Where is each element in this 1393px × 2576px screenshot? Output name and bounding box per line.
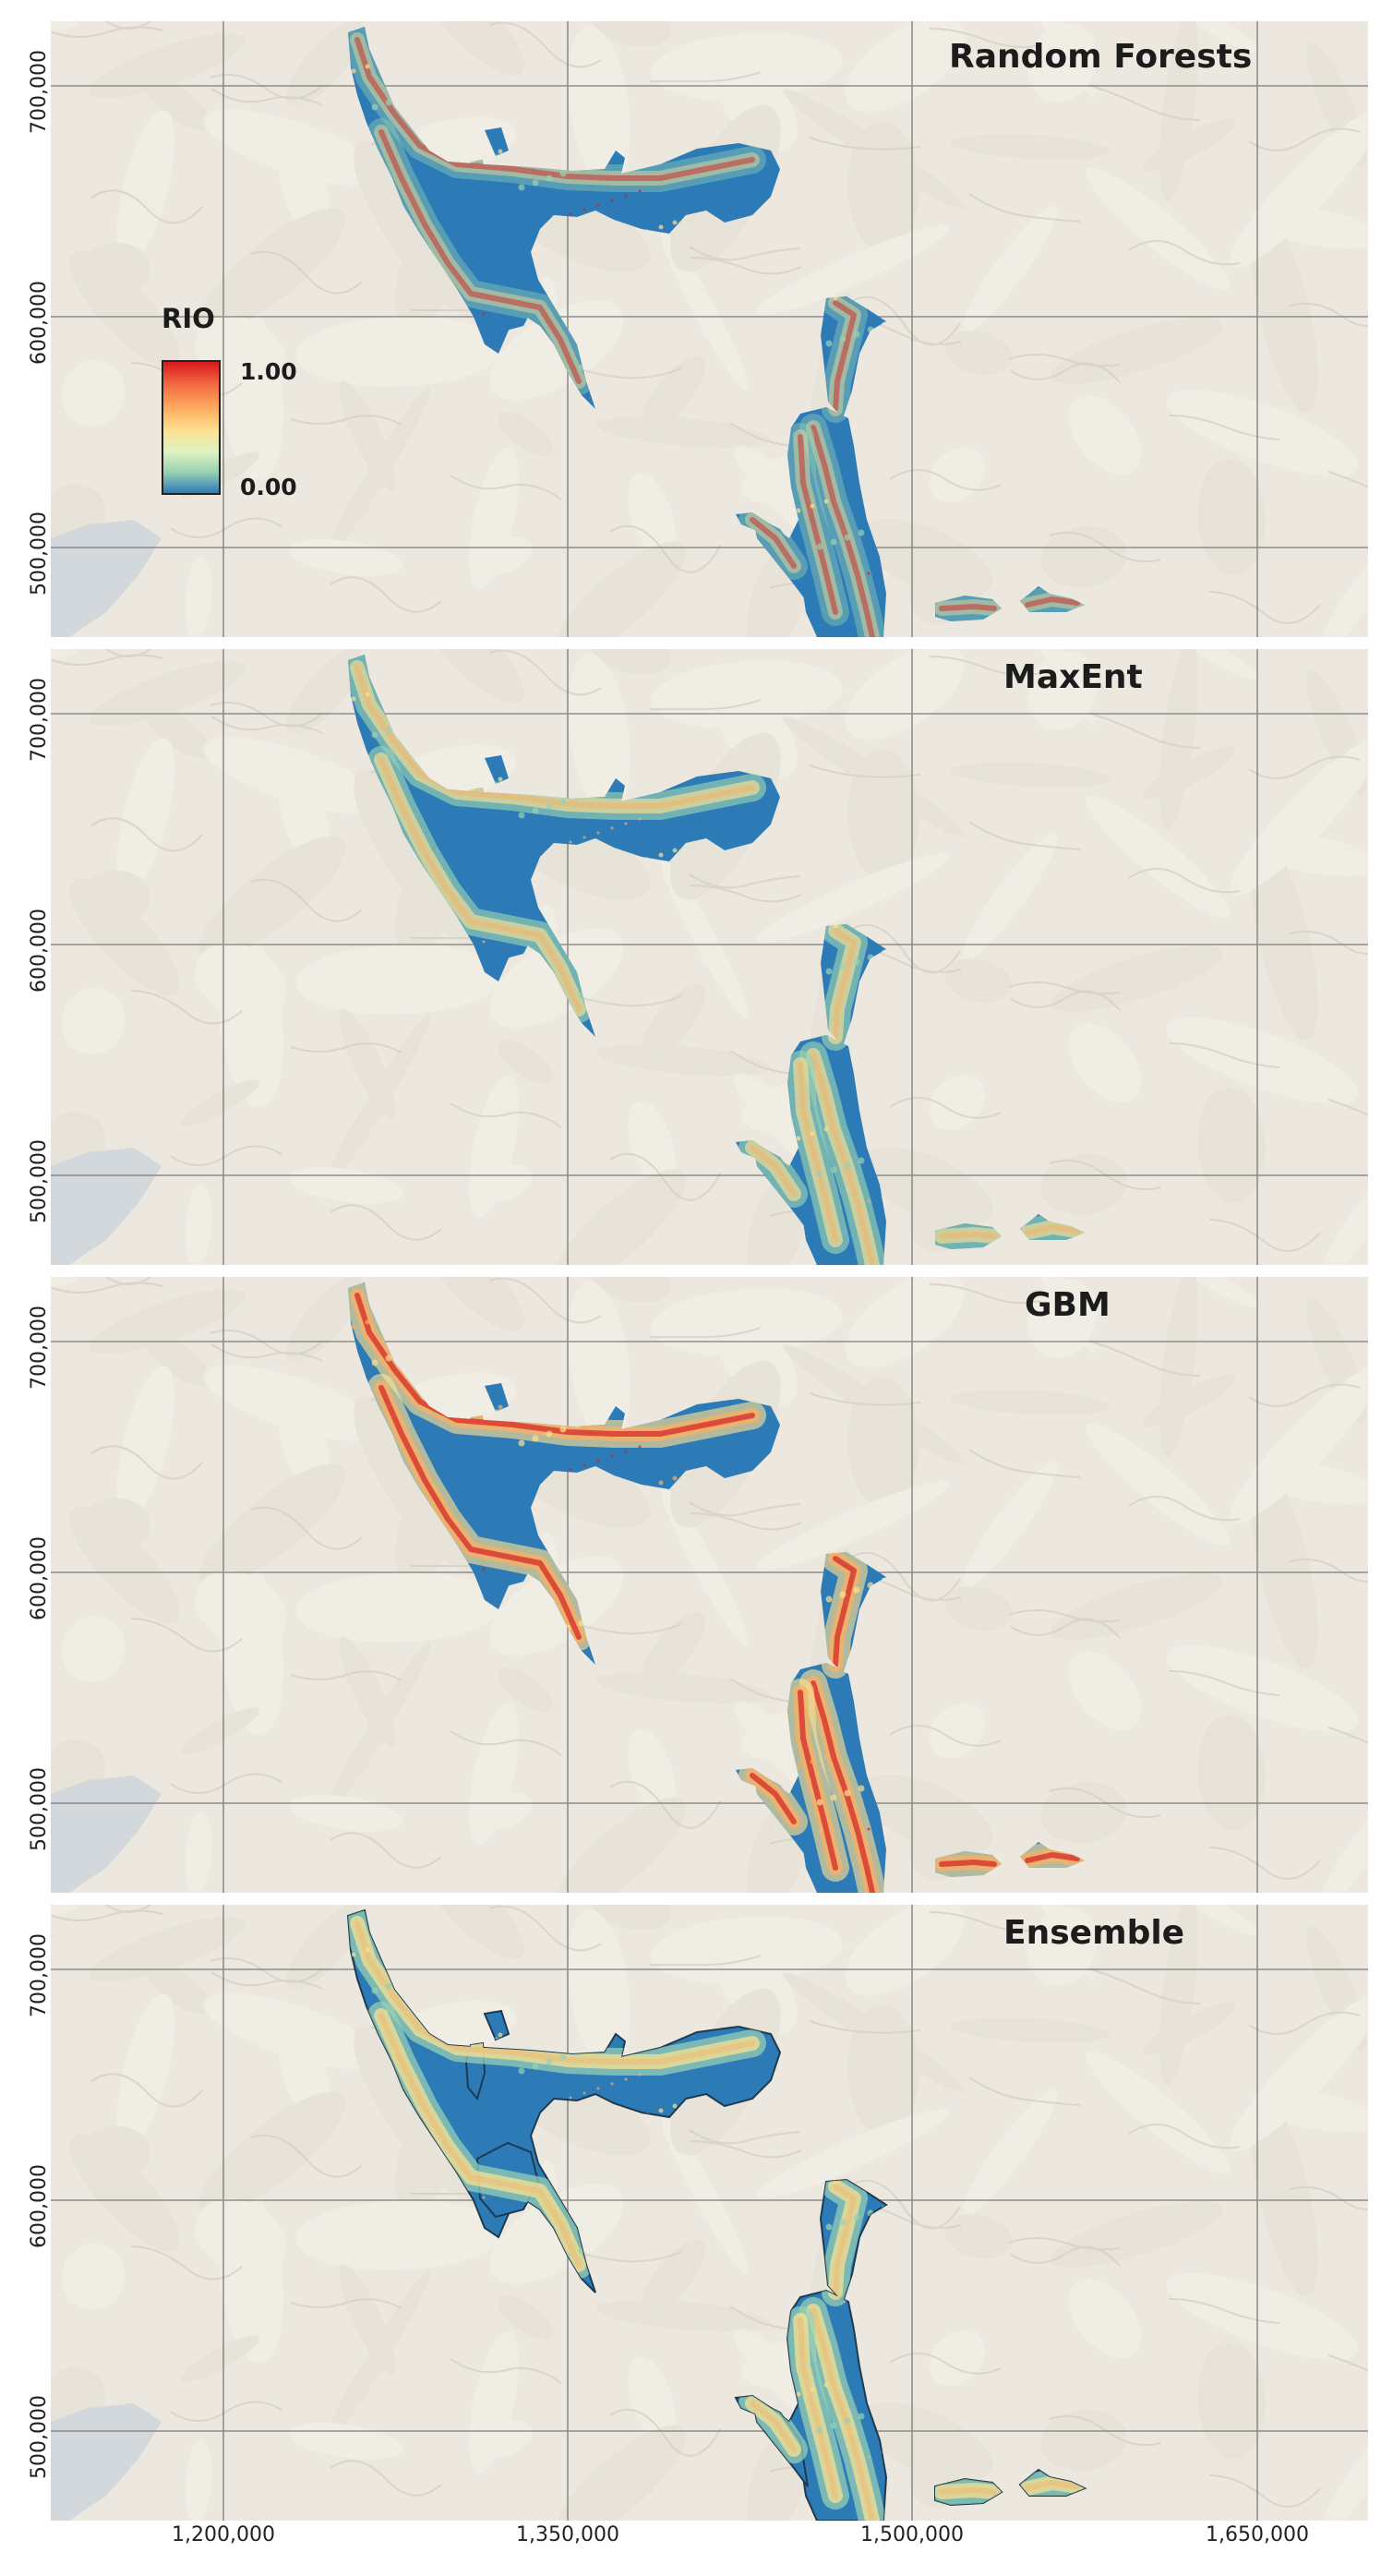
panel-title-random-forests: Random Forests	[949, 38, 1253, 76]
panel-title-ensemble: Ensemble	[1003, 1914, 1185, 1952]
map-maxent	[51, 649, 1368, 1265]
habitat-region-south-main	[736, 407, 886, 637]
y-axis-label-600000-p4: 600,000	[28, 2164, 51, 2248]
map-panel-random-forests: Random Forests	[51, 21, 1368, 637]
y-axis-label-500000-p2: 500,000	[28, 1139, 51, 1223]
map-ensemble	[51, 1905, 1368, 2521]
map-panel-gbm: GBM	[51, 1277, 1368, 1893]
map-random-forests	[51, 21, 1368, 637]
habitat-region-south-east-1	[935, 596, 1002, 621]
habitat-region-north-arm-top	[485, 755, 509, 784]
x-axis-label-1500000: 1,500,000	[860, 2523, 964, 2546]
habitat-region-north-arm-top	[483, 2009, 510, 2041]
x-axis-label-1200000: 1,200,000	[172, 2523, 275, 2546]
y-axis-label-600000-p3: 600,000	[28, 1536, 51, 1620]
legend: RIO 1.00 0.00	[162, 303, 328, 543]
legend-min-label: 0.00	[240, 474, 297, 500]
panel-title-gbm: GBM	[1025, 1286, 1111, 1324]
habitat-region-north-lake-small	[466, 160, 485, 215]
habitat-region-north-arm-top	[485, 1383, 509, 1412]
legend-color-ramp	[162, 360, 221, 495]
y-axis-label-700000-p3: 700,000	[28, 1306, 51, 1390]
habitat-region-south-east-2	[1020, 586, 1085, 612]
panel-title-maxent: MaxEnt	[1003, 658, 1143, 696]
y-axis-label-600000-p1: 600,000	[28, 281, 51, 365]
x-axis-label-1350000: 1,350,000	[516, 2523, 619, 2546]
map-panel-maxent: MaxEnt	[51, 649, 1368, 1265]
y-axis-label-700000-p2: 700,000	[28, 678, 51, 762]
map-panel-ensemble: Ensemble	[51, 1905, 1368, 2521]
legend-max-label: 1.00	[240, 358, 297, 385]
y-axis-label-500000-p1: 500,000	[28, 512, 51, 596]
habitat-region-north-arm-top	[485, 127, 509, 156]
y-axis-label-600000-p2: 600,000	[28, 909, 51, 993]
map-gbm	[51, 1277, 1368, 1893]
habitat-region-south-inlet	[752, 515, 808, 603]
y-axis-label-700000-p4: 700,000	[28, 1933, 51, 2017]
legend-title: RIO	[162, 303, 215, 334]
y-axis-label-500000-p3: 500,000	[28, 1767, 51, 1851]
habitat-region-north-corridor	[348, 27, 780, 409]
x-axis-label-1650000: 1,650,000	[1206, 2523, 1309, 2546]
habitat-region-north-lake-big	[477, 259, 538, 333]
y-axis-label-500000-p4: 500,000	[28, 2395, 51, 2479]
y-axis-label-700000-p1: 700,000	[28, 50, 51, 134]
